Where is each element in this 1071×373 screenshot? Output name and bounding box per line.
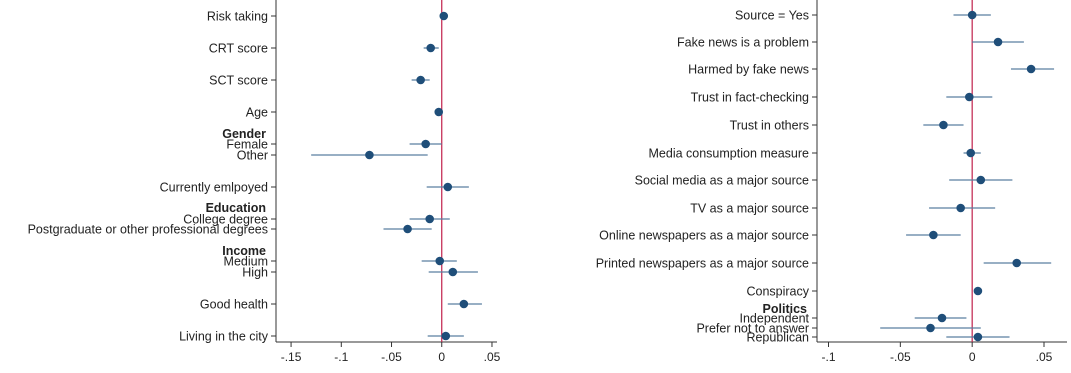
point-estimate xyxy=(926,323,935,333)
point-estimate xyxy=(439,11,449,21)
point-estimate xyxy=(443,182,453,192)
x-tick-label: -.05 xyxy=(381,350,402,364)
row-label: Social media as a major source xyxy=(635,174,809,188)
row-label: Female xyxy=(226,138,268,152)
x-tick-label: .05 xyxy=(1036,350,1053,364)
row-label: Online newspapers as a major source xyxy=(599,229,809,243)
point-estimate xyxy=(434,107,444,117)
point-estimate xyxy=(416,75,425,85)
group-header: Education xyxy=(206,201,266,215)
row-label: College degree xyxy=(183,213,268,227)
point-estimate xyxy=(956,203,965,213)
group-header: Politics xyxy=(763,302,808,316)
row-label: SCT score xyxy=(209,74,268,88)
row-label: Living in the city xyxy=(179,330,269,344)
row-label: Source = Yes xyxy=(735,9,809,23)
point-estimate xyxy=(1026,64,1036,74)
point-estimate xyxy=(448,267,458,277)
x-tick-label: -.05 xyxy=(890,350,911,364)
row-label: Trust in fact-checking xyxy=(691,91,809,105)
row-label: Trust in others xyxy=(730,119,809,133)
point-estimate xyxy=(441,331,451,341)
point-estimate xyxy=(939,120,948,130)
row-label: Age xyxy=(246,106,268,120)
point-estimate xyxy=(973,332,983,342)
group-header: Gender xyxy=(222,127,266,141)
row-label: Harmed by fake news xyxy=(688,63,809,77)
point-estimate xyxy=(966,148,976,158)
row-label: Conspiracy xyxy=(746,285,809,299)
row-label: CRT score xyxy=(209,42,268,56)
row-label: Fake news is a problem xyxy=(677,36,809,50)
point-estimate xyxy=(993,37,1003,47)
point-estimate xyxy=(435,256,445,266)
point-estimate xyxy=(937,313,947,323)
row-label: Independent xyxy=(739,312,809,326)
row-label: Other xyxy=(237,149,268,163)
row-label: TV as a major source xyxy=(690,202,809,216)
x-tick-label: -.1 xyxy=(821,350,835,364)
point-estimate xyxy=(973,286,983,296)
row-label: Risk taking xyxy=(207,10,268,24)
x-tick-label: .05 xyxy=(484,350,501,364)
row-label: Medium xyxy=(224,255,268,269)
x-tick-label: 0 xyxy=(438,350,445,364)
point-estimate xyxy=(967,10,977,20)
row-label: Republican xyxy=(746,331,809,345)
row-label: Media consumption measure xyxy=(649,147,810,161)
row-label: High xyxy=(242,266,268,280)
x-tick-label: -.15 xyxy=(281,350,302,364)
group-header: Income xyxy=(222,244,266,258)
row-label: Postgraduate or other professional degre… xyxy=(28,223,268,237)
x-tick-label: -.1 xyxy=(334,350,348,364)
point-estimate xyxy=(365,150,374,160)
row-label: Prefer not to answer xyxy=(696,322,809,336)
point-estimate xyxy=(929,230,938,240)
row-label: Currently emlpoyed xyxy=(160,181,268,195)
point-estimate xyxy=(459,299,469,309)
point-estimate xyxy=(425,214,434,224)
point-estimate xyxy=(403,224,412,234)
point-estimate xyxy=(421,139,430,149)
x-tick-label: 0 xyxy=(969,350,976,364)
row-label: Good health xyxy=(200,298,268,312)
point-estimate xyxy=(426,43,436,53)
row-label: Printed newspapers as a major source xyxy=(596,257,809,271)
point-estimate xyxy=(976,175,986,185)
point-estimate xyxy=(964,92,974,102)
point-estimate xyxy=(1012,258,1022,268)
